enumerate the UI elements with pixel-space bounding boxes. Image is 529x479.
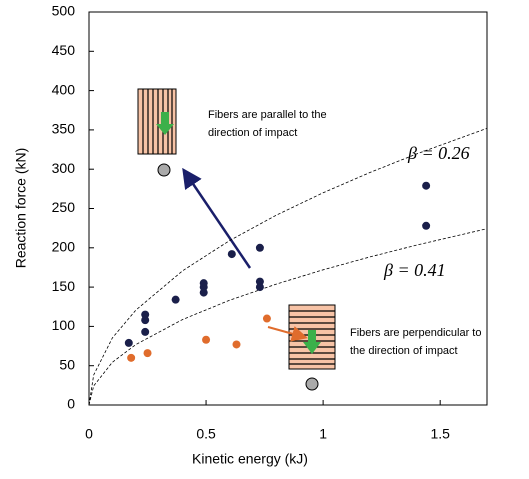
point (255, 243, 264, 252)
point (422, 221, 431, 230)
point (422, 181, 431, 190)
point (262, 314, 271, 323)
y-tick-label: 500 (52, 3, 76, 19)
y-tick-label: 100 (52, 317, 76, 333)
point (199, 283, 208, 292)
point (141, 310, 150, 319)
annotation: Fibers are parallel to the (208, 109, 327, 121)
x-tick-label: 1 (319, 426, 327, 442)
point (255, 277, 264, 286)
y-tick-label: 300 (52, 160, 76, 176)
x-tick-label: 1.5 (430, 426, 450, 442)
curve-label: β = 0.41 (383, 260, 446, 280)
annotation: direction of impact (208, 127, 297, 139)
parallel-specimen (137, 88, 177, 177)
point (202, 335, 211, 344)
arrow (182, 167, 252, 269)
annotation: Fibers are perpendicular to (350, 327, 481, 339)
y-tick-label: 50 (59, 356, 75, 372)
y-tick-label: 0 (67, 396, 75, 412)
point (227, 250, 236, 259)
point (141, 327, 150, 336)
x-tick-label: 0.5 (196, 426, 216, 442)
point (171, 295, 180, 304)
point (124, 338, 133, 347)
model-curve (88, 228, 488, 406)
point (255, 283, 264, 292)
y-axis-label: Reaction force (kN) (13, 148, 29, 269)
point (127, 353, 136, 362)
perpendicular-specimen (288, 304, 336, 391)
y-tick-label: 200 (52, 239, 76, 255)
curve-label: β = 0.26 (407, 143, 470, 163)
y-tick-label: 400 (52, 81, 76, 97)
model-curve (88, 127, 488, 406)
point (232, 340, 241, 349)
y-tick-label: 350 (52, 121, 76, 137)
annotation: the direction of impact (350, 345, 458, 357)
y-tick-label: 450 (52, 42, 76, 58)
point (141, 316, 150, 325)
arrow (267, 326, 308, 342)
y-tick-label: 250 (52, 199, 76, 215)
x-axis-label: Kinetic energy (kJ) (192, 451, 308, 467)
x-tick-label: 0 (85, 426, 93, 442)
point (143, 349, 152, 358)
point (199, 288, 208, 297)
y-tick-label: 150 (52, 278, 76, 294)
